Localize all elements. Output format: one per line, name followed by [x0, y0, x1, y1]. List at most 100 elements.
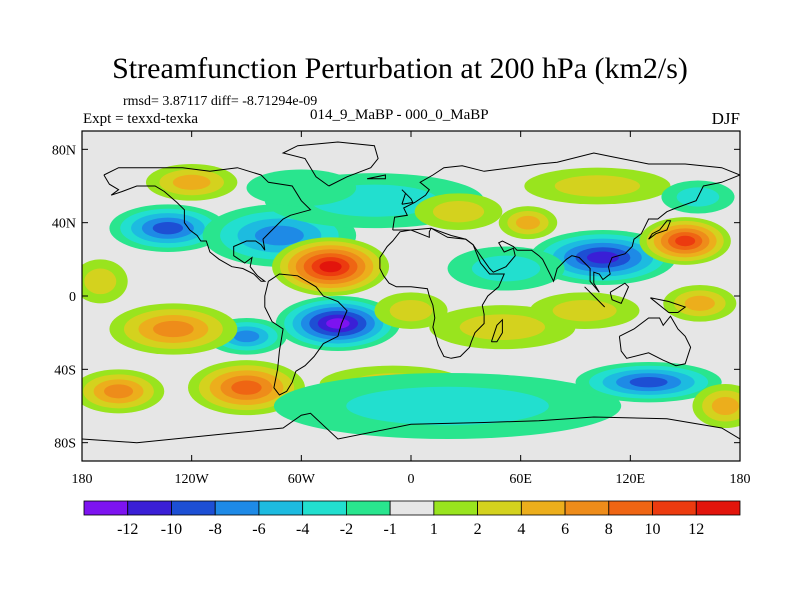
legend-swatch: [433, 500, 479, 516]
legend-label: 2: [474, 521, 482, 538]
experiment-label: Expt = texxd-texka: [83, 111, 199, 127]
contour-band: [629, 376, 668, 388]
legend-swatch: [83, 500, 129, 516]
lat-tick-label: 80S: [54, 437, 76, 452]
contour-band: [389, 299, 433, 322]
contour-band: [684, 295, 715, 311]
contour-feature: [575, 362, 722, 403]
contour-band: [254, 225, 304, 246]
plot-title: Streamfunction Perturbation at 200 hPa (…: [112, 52, 688, 85]
coastline: [618, 315, 692, 367]
legend-swatch: [608, 500, 653, 516]
legend-label: 10: [645, 521, 661, 538]
coastline: [379, 227, 505, 359]
contour-feature: [82, 259, 128, 304]
coastline: [584, 286, 606, 308]
contour-feature: [273, 373, 622, 439]
contour-feature: [692, 384, 740, 428]
contour-band: [432, 200, 485, 223]
lon-tick-label: 0: [408, 472, 415, 487]
legend-swatch: [477, 500, 522, 516]
contour-band: [711, 396, 739, 416]
contour-band: [552, 299, 617, 322]
lon-tick-label: 180: [730, 472, 751, 487]
legend-swatch: [345, 500, 391, 516]
lon-tick-label: 180: [72, 472, 93, 487]
coastline: [281, 141, 379, 187]
coastline: [490, 318, 503, 343]
contour-feature: [639, 217, 731, 265]
legend-label: 6: [561, 521, 569, 538]
legend-label: 4: [517, 521, 525, 538]
contour-band: [319, 261, 342, 273]
legend-label: 1: [430, 521, 438, 538]
map-axes: 180 120W 60W 0 60E 120E 180 80N 40N 0 40S 80S: [52, 131, 751, 487]
contour-feature: [272, 237, 390, 296]
legend-label: -12: [117, 521, 138, 538]
contour-feature: [145, 164, 238, 201]
coastline: [264, 273, 348, 396]
legend-swatch: [302, 500, 347, 516]
contour-feature: [109, 204, 227, 253]
contour-feature: [447, 246, 565, 291]
lon-tick-label: 60W: [288, 472, 316, 487]
contour-band: [153, 320, 194, 338]
legend-label: -4: [296, 521, 309, 538]
contour-band: [104, 384, 134, 399]
coastline: [648, 220, 672, 240]
plot-subtitle: 014_9_MaBP - 000_0_MaBP: [310, 107, 489, 123]
lon-tick-label: 120W: [175, 472, 210, 487]
contour-band: [554, 175, 641, 197]
lat-tick-label: 0: [69, 290, 76, 305]
lon-tick-label: 120E: [616, 472, 646, 487]
contour-band: [675, 235, 696, 247]
contour-band: [231, 380, 262, 395]
contour-field: [82, 164, 740, 439]
contour-band: [346, 386, 549, 426]
contour-feature: [524, 167, 671, 205]
contour-feature: [529, 292, 640, 329]
coastline: [367, 174, 386, 180]
contour-band: [586, 251, 619, 264]
contour-band: [152, 221, 184, 235]
coastline: [401, 189, 414, 205]
coastlines: [82, 141, 740, 444]
lat-tick-label: 40S: [54, 363, 76, 378]
color-legend: -12 -10 -8 -6 -4 -2 -1 1 2 4 6 8 10 12: [83, 500, 741, 538]
season-label: DJF: [711, 109, 740, 128]
lat-tick-label: 40N: [52, 217, 76, 232]
coastline: [392, 152, 740, 293]
contour-band: [84, 268, 117, 295]
contour-feature: [82, 369, 165, 414]
legend-label: 12: [688, 521, 704, 538]
contour-feature: [109, 303, 238, 355]
contour-band: [471, 255, 541, 282]
contour-feature: [663, 285, 737, 322]
legend-swatch: [389, 500, 435, 516]
legend-swatch: [258, 500, 304, 516]
legend-label: -10: [161, 521, 182, 538]
contour-feature: [246, 169, 357, 207]
lat-tick-label: 80N: [52, 143, 76, 158]
contour-band: [246, 169, 357, 207]
legend-label: -2: [340, 521, 353, 538]
contour-band: [172, 174, 211, 190]
legend-label: -1: [383, 521, 396, 538]
contour-feature: [529, 230, 677, 285]
legend-label: -8: [209, 521, 222, 538]
legend-label: -6: [252, 521, 265, 538]
coastline: [650, 297, 687, 313]
legend-swatch: [652, 500, 697, 516]
contour-feature: [414, 193, 503, 231]
legend-swatch: [171, 500, 216, 516]
legend-swatch: [695, 500, 741, 516]
legend-swatch: [564, 500, 610, 516]
contour-band: [233, 330, 260, 343]
legend-swatch: [214, 500, 260, 516]
contour-band: [515, 215, 541, 230]
contour-feature: [374, 292, 448, 329]
contour-band: [326, 318, 350, 329]
coastline: [82, 412, 740, 444]
coastline: [103, 167, 312, 282]
